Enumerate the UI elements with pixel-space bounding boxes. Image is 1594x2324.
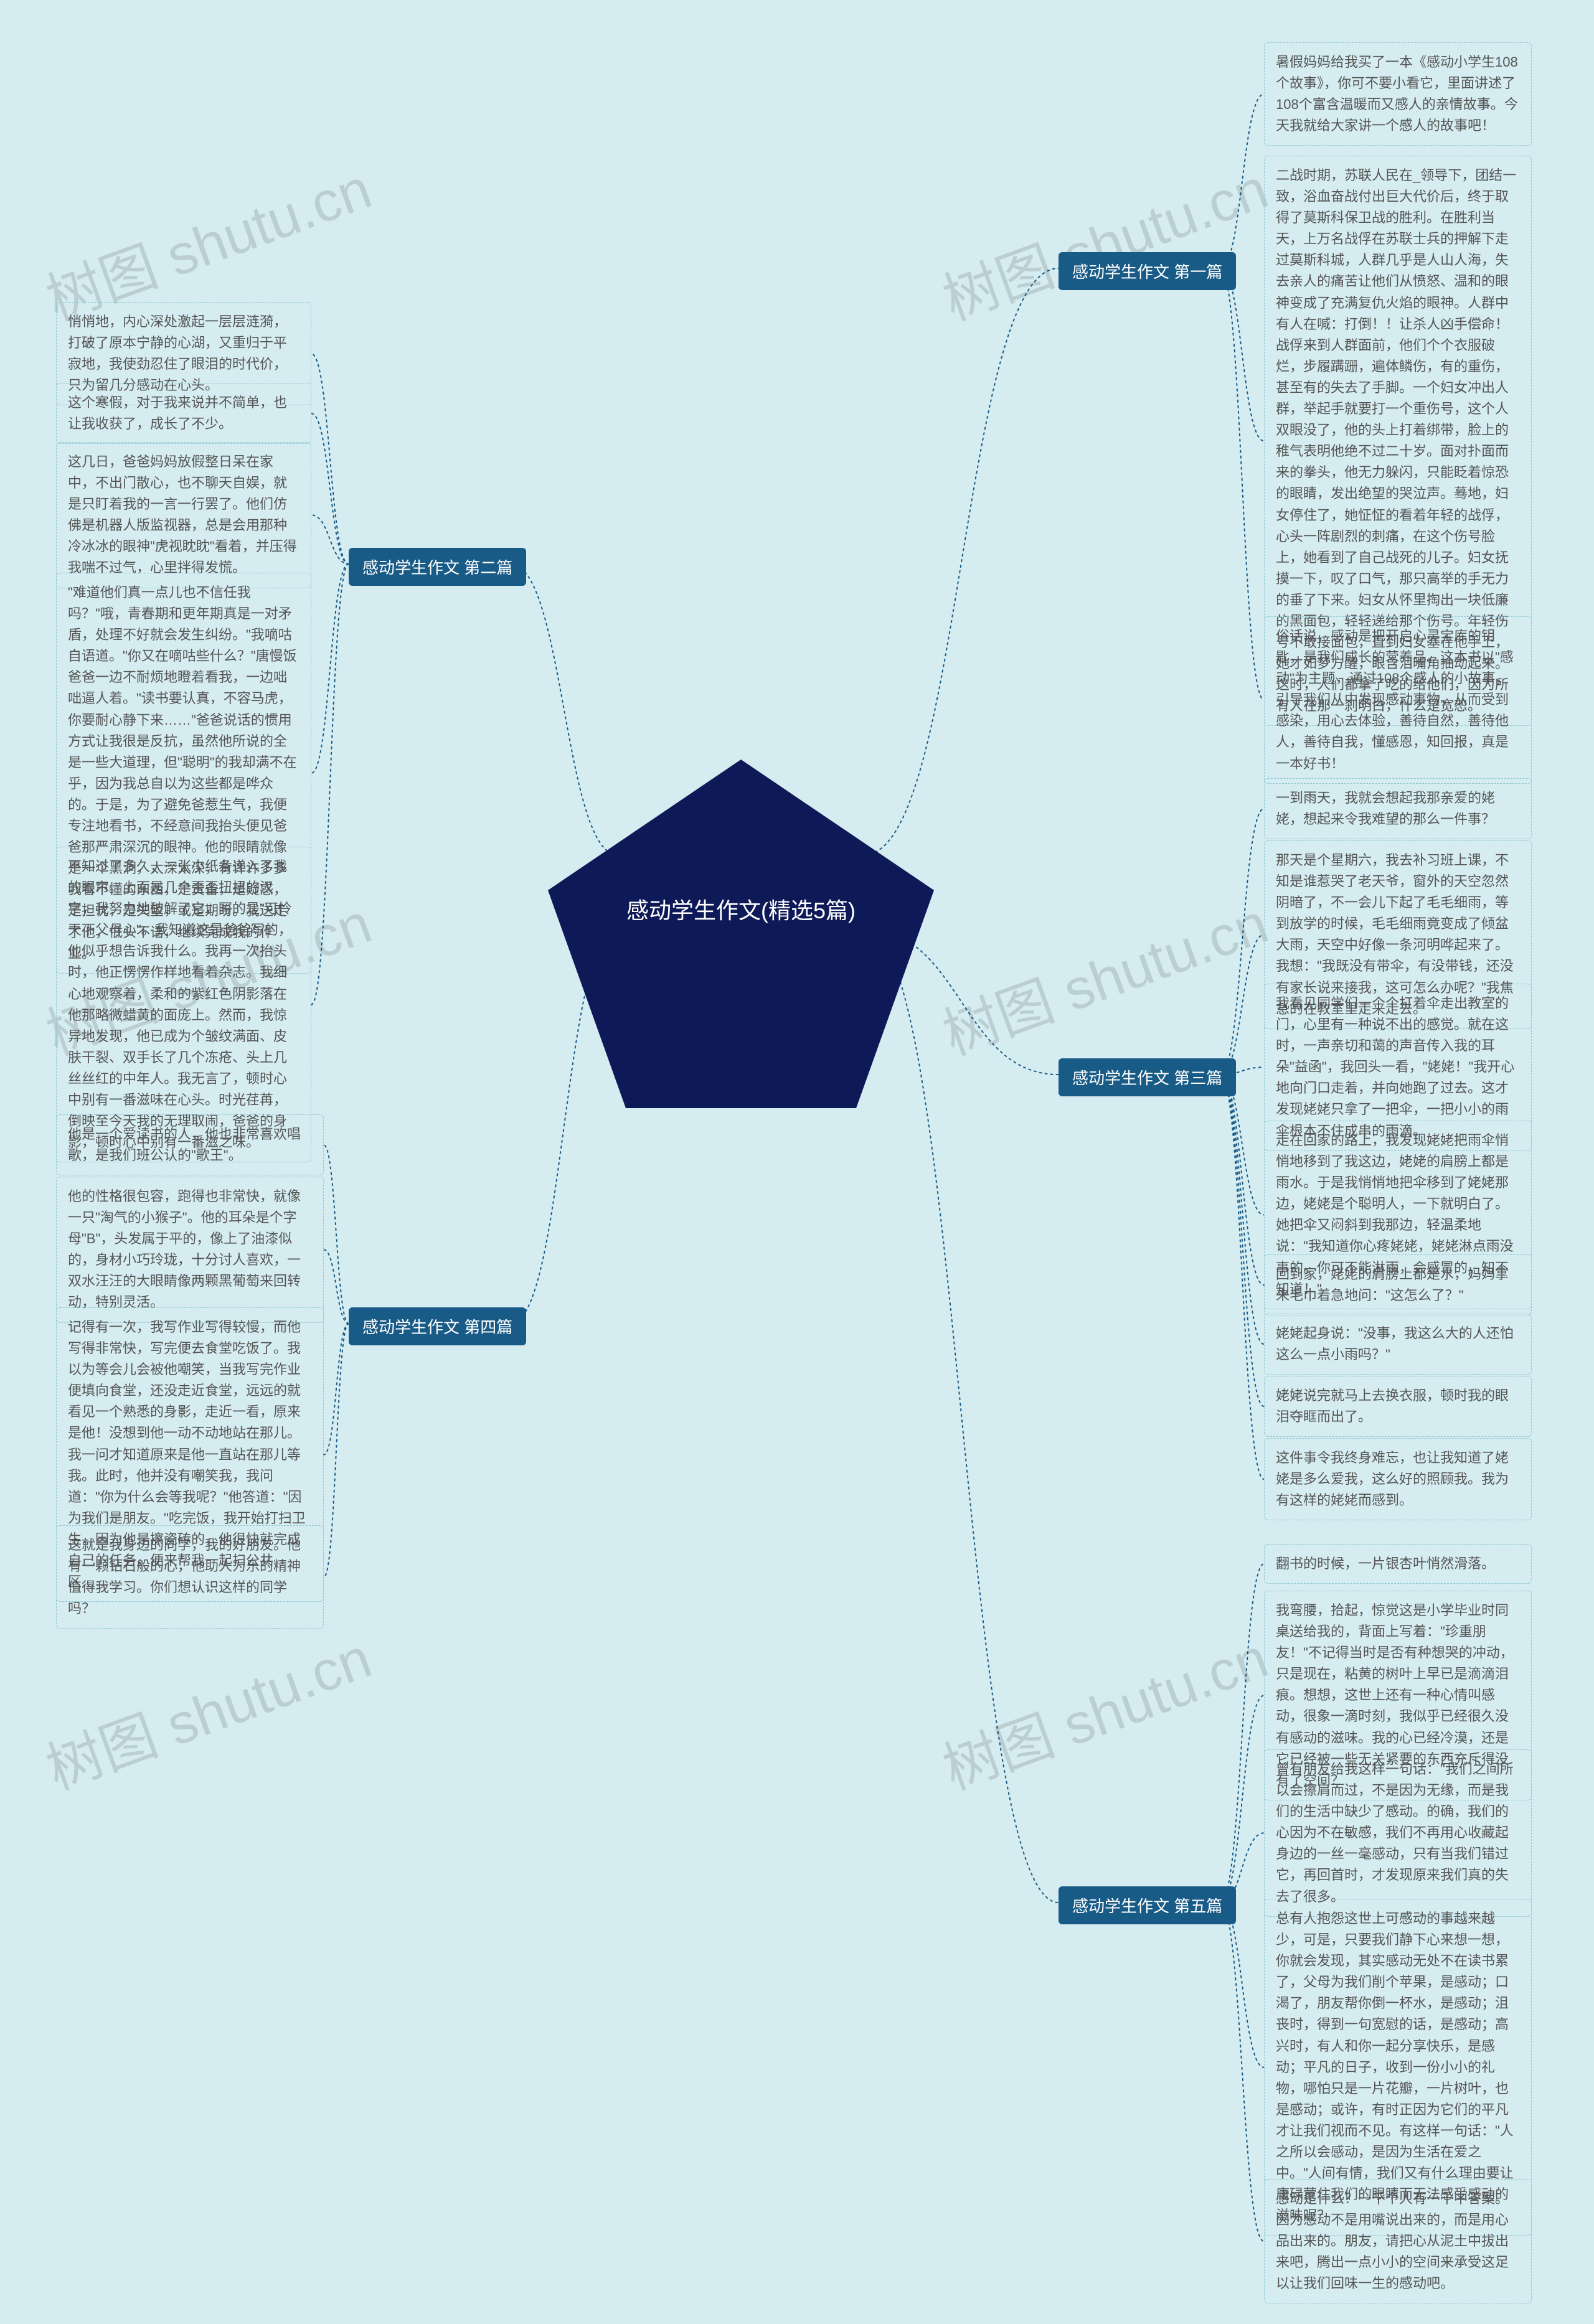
branch-label: 感动学生作文 第三篇: [1059, 1058, 1236, 1096]
center-node: 感动学生作文(精选5篇): [548, 760, 934, 1108]
branch-label: 感动学生作文 第四篇: [349, 1307, 526, 1345]
watermark: 树图 shutu.cn: [34, 1613, 380, 1805]
leaf-text: 这个寒假，对于我来说并不简单，也让我收获了，成长了不少。: [56, 383, 311, 444]
leaf-text: 俗话说，感动是把开启心灵宝库的钥匙，是我们成长的营养品。这本书以"感动"为主题，…: [1264, 616, 1532, 784]
leaf-text: 姥姥起身说："没事，我这么大的人还怕这么一点小雨吗？": [1264, 1314, 1532, 1375]
watermark: 树图 shutu.cn: [930, 1613, 1277, 1805]
watermark: 树图 shutu.cn: [930, 878, 1277, 1071]
leaf-text: 感动是什么？一千个人有一千中答案。因为感动不是用嘴说出来的，而是用心品出来的。朋…: [1264, 2179, 1532, 2303]
leaf-text: 这就是我身边的同学，我的好朋友。他有一颗钻石般的心，他助人为乐的精神值得我学习。…: [56, 1525, 324, 1629]
leaf-text: 姥姥说完就马上去换衣服，顿时我的眼泪夺眶而出了。: [1264, 1376, 1532, 1437]
leaf-text: 这几日，爸爸妈妈放假整日呆在家中，不出门散心，也不聊天自娱，就是只盯着我的一言一…: [56, 442, 311, 588]
center-title: 感动学生作文(精选5篇): [626, 893, 856, 925]
watermark: 树图 shutu.cn: [930, 144, 1277, 336]
leaf-text: 他的性格很包容，跑得也非常快，就像一只"淘气的小猴子"。他的耳朵是个字母"B"，…: [56, 1177, 324, 1323]
leaf-text: 暑假妈妈给我买了一本《感动小学生108个故事》，你可不要小看它，里面讲述了108…: [1264, 42, 1532, 146]
leaf-text: 曾有朋友给我这样一句话："我们之间所以会擦肩而过，不是因为无缘，而是我们的生活中…: [1264, 1749, 1532, 1917]
branch-label: 感动学生作文 第一篇: [1059, 252, 1236, 290]
branch-label: 感动学生作文 第五篇: [1059, 1886, 1236, 1924]
leaf-text: 一到雨天，我就会想起我那亲爱的姥姥，想起来令我难望的那么一件事？: [1264, 778, 1532, 839]
leaf-text: 他是一个爱读书的人，他也非常喜欢唱歌，是我们班公认的"歌王"。: [56, 1114, 324, 1175]
leaf-text: 翻书的时候，一片银杏叶悄然滑落。: [1264, 1544, 1532, 1584]
leaf-text: 回到家，姥姥的肩膀上都是水，妈妈拿来毛巾着急地问："这怎么了？": [1264, 1254, 1532, 1315]
branch-label: 感动学生作文 第二篇: [349, 548, 526, 586]
leaf-text: 这件事令我终身难忘，也让我知道了姥姥是多么爱我，这么好的照顾我。我为有这样的姥姥…: [1264, 1438, 1532, 1520]
